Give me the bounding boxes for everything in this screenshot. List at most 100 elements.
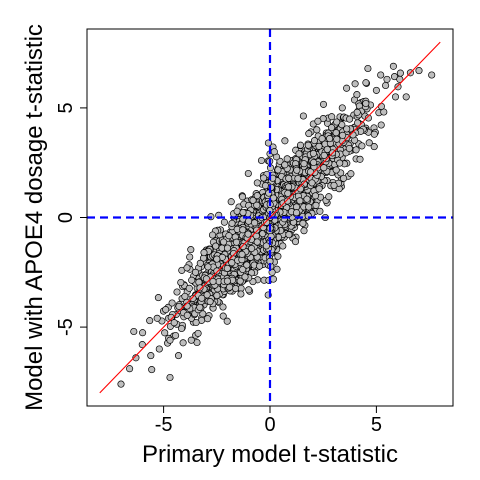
data-point xyxy=(358,142,366,150)
data-point xyxy=(175,302,183,310)
data-point xyxy=(270,148,278,156)
data-point xyxy=(293,166,301,174)
x-tick-label: 0 xyxy=(264,414,275,436)
data-point xyxy=(233,207,241,215)
data-point xyxy=(166,336,174,344)
data-point xyxy=(377,102,385,110)
data-point xyxy=(253,179,261,187)
data-point xyxy=(237,290,245,298)
data-point xyxy=(245,286,253,294)
data-point xyxy=(370,130,378,138)
data-point xyxy=(212,242,220,250)
data-point xyxy=(284,189,292,197)
y-tick-label: 5 xyxy=(55,102,77,113)
data-point xyxy=(285,231,293,239)
data-point xyxy=(391,93,400,101)
data-point xyxy=(362,99,370,108)
data-point xyxy=(167,313,175,321)
data-point xyxy=(185,284,193,292)
data-point xyxy=(308,179,316,187)
data-point xyxy=(318,135,326,143)
data-point xyxy=(305,130,313,138)
data-point xyxy=(194,329,202,337)
data-point xyxy=(364,64,372,73)
data-point xyxy=(305,203,313,211)
data-point xyxy=(219,303,227,311)
data-point xyxy=(281,137,289,145)
data-point xyxy=(362,79,370,87)
data-point xyxy=(330,181,338,189)
data-point xyxy=(183,264,191,272)
data-point xyxy=(148,366,156,374)
data-point xyxy=(340,174,348,182)
data-point xyxy=(155,345,163,353)
data-point xyxy=(241,273,249,281)
data-point xyxy=(183,311,191,319)
data-point xyxy=(279,242,287,250)
data-point xyxy=(345,144,353,153)
data-point xyxy=(353,108,361,116)
y-tick-label: 0 xyxy=(55,212,77,223)
data-point xyxy=(178,324,186,333)
data-point xyxy=(117,380,125,388)
data-point xyxy=(236,277,244,285)
data-point xyxy=(262,242,270,250)
data-point xyxy=(223,277,231,285)
data-point xyxy=(226,283,234,291)
data-point xyxy=(147,352,155,360)
x-tick-label: 5 xyxy=(371,414,382,436)
data-point xyxy=(326,135,334,143)
data-point xyxy=(239,242,247,251)
data-point xyxy=(281,161,289,169)
data-point xyxy=(295,150,303,158)
data-point xyxy=(310,158,318,167)
data-point xyxy=(238,193,247,201)
data-point xyxy=(311,192,320,200)
y-tick-label: -5 xyxy=(55,318,77,336)
data-point xyxy=(239,226,247,234)
data-point xyxy=(274,166,282,174)
data-point xyxy=(146,317,154,325)
data-point xyxy=(126,365,134,373)
data-point xyxy=(188,276,196,284)
data-point xyxy=(402,93,410,101)
data-point xyxy=(299,112,307,120)
data-point xyxy=(351,80,359,88)
data-point xyxy=(209,277,217,286)
data-point xyxy=(202,275,210,283)
data-point xyxy=(353,91,361,99)
data-point xyxy=(428,71,436,79)
data-point xyxy=(300,160,308,168)
data-point xyxy=(383,75,391,83)
data-point xyxy=(162,306,170,314)
data-point xyxy=(377,71,385,79)
data-point xyxy=(347,170,355,178)
data-point xyxy=(219,312,227,320)
data-point xyxy=(243,261,251,269)
data-point xyxy=(244,169,252,178)
data-point xyxy=(223,244,232,252)
data-point xyxy=(313,126,321,134)
data-point xyxy=(187,246,195,254)
data-point xyxy=(161,329,169,337)
data-point xyxy=(320,164,328,172)
data-point xyxy=(389,62,397,70)
data-point xyxy=(177,278,185,287)
data-point xyxy=(315,185,323,193)
data-point xyxy=(138,341,146,349)
identity-line xyxy=(99,41,441,394)
data-point xyxy=(332,129,340,137)
x-axis-label: Primary model t-statistic xyxy=(142,441,398,468)
data-point xyxy=(187,336,195,344)
data-point xyxy=(319,100,328,108)
data-point xyxy=(223,317,231,325)
data-point xyxy=(132,354,140,362)
data-point xyxy=(365,139,373,147)
data-point xyxy=(316,207,324,215)
data-point xyxy=(315,142,323,150)
data-point xyxy=(296,197,304,205)
data-point xyxy=(415,67,423,75)
data-point xyxy=(196,259,204,267)
data-point xyxy=(232,238,241,246)
data-points xyxy=(117,62,436,388)
